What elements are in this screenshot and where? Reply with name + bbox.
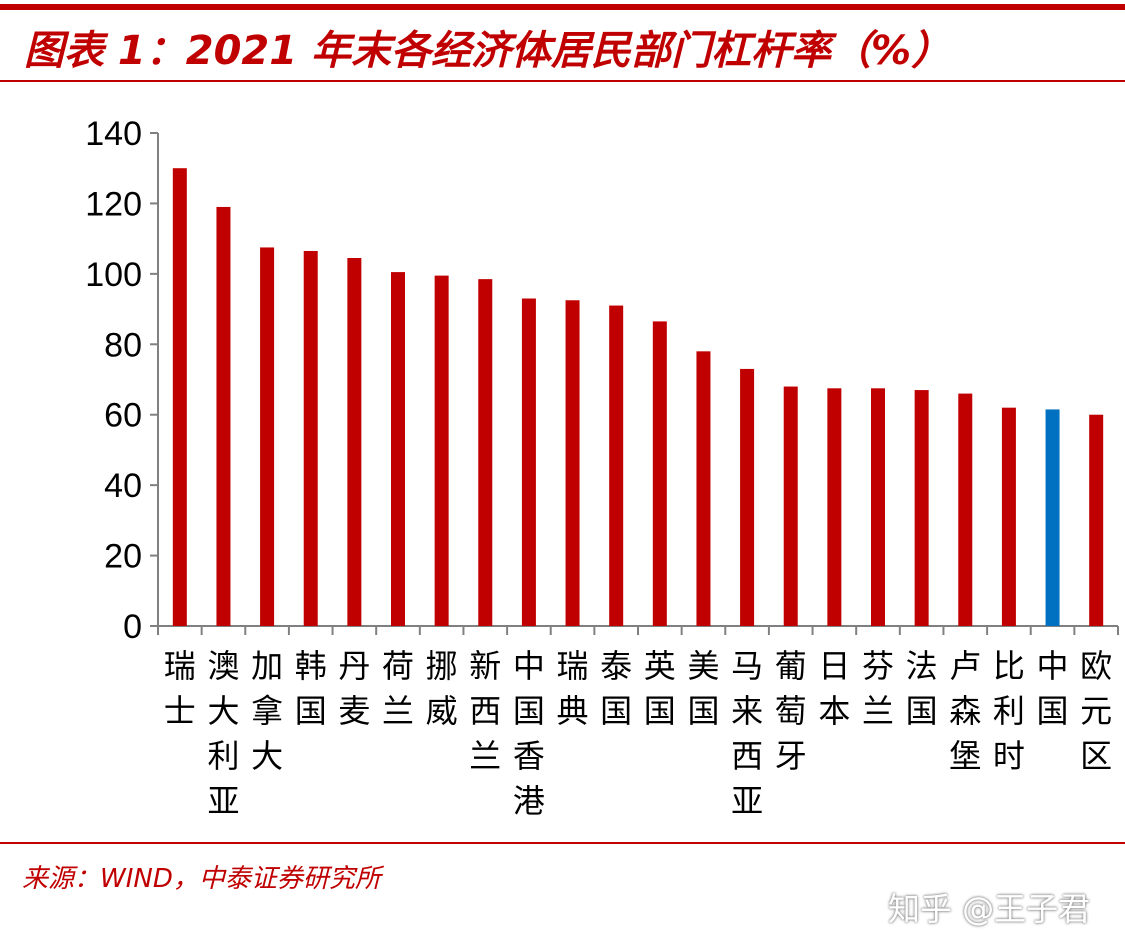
x-tick-label: 瑞士 bbox=[164, 647, 196, 730]
x-tick-label: 葡萄牙 bbox=[775, 647, 807, 775]
y-tick-label: 80 bbox=[104, 326, 142, 364]
x-tick-label: 中国香港 bbox=[513, 647, 545, 820]
bar bbox=[740, 368, 755, 626]
bar bbox=[260, 247, 275, 627]
y-tick-label: 0 bbox=[123, 608, 142, 646]
x-tick-label: 瑞典 bbox=[557, 647, 589, 730]
y-tick-label: 120 bbox=[85, 185, 142, 223]
bar bbox=[609, 305, 624, 626]
bar bbox=[914, 390, 929, 626]
y-tick-label: 40 bbox=[104, 467, 142, 505]
bar bbox=[652, 321, 667, 626]
x-tick-label: 丹麦 bbox=[338, 647, 370, 730]
x-tick-label: 芬兰 bbox=[862, 647, 894, 730]
x-tick-label: 挪威 bbox=[426, 647, 458, 730]
x-tick-label: 比利时 bbox=[993, 647, 1025, 775]
bar bbox=[303, 250, 318, 627]
chart-title: 图表 1：2021 年末各经济体居民部门杠杆率（%） bbox=[24, 28, 952, 74]
x-tick-label: 加拿大 bbox=[251, 647, 283, 775]
x-tick-label: 法国 bbox=[906, 647, 938, 730]
bar bbox=[696, 351, 711, 626]
x-tick-label: 日本 bbox=[818, 647, 850, 730]
bar bbox=[1045, 409, 1060, 626]
bar bbox=[391, 272, 405, 626]
bar bbox=[565, 300, 580, 626]
x-tick-label: 荷兰 bbox=[382, 647, 414, 730]
bar bbox=[478, 279, 493, 626]
x-tick-label: 欧元区 bbox=[1080, 647, 1112, 775]
bar bbox=[434, 275, 449, 626]
bar bbox=[1089, 414, 1104, 626]
x-tick-label: 澳大利亚 bbox=[207, 647, 239, 820]
title-rule bbox=[0, 80, 1125, 82]
x-tick-label: 英国 bbox=[644, 647, 676, 730]
bar-chart: 020406080100120140瑞士澳大利亚加拿大韩国丹麦荷兰挪威新西兰中国… bbox=[85, 115, 1119, 820]
top-rule bbox=[0, 4, 1125, 10]
y-tick-label: 100 bbox=[85, 256, 142, 294]
x-tick-label: 新西兰 bbox=[469, 647, 501, 775]
source-note: 来源：WIND，中泰证券研究所 bbox=[22, 864, 381, 894]
x-tick-label: 美国 bbox=[687, 647, 719, 730]
bar bbox=[216, 206, 231, 626]
y-tick-label: 140 bbox=[85, 115, 142, 153]
bar bbox=[871, 388, 885, 626]
x-tick-label: 泰国 bbox=[600, 647, 632, 730]
watermark: 知乎 @王子君 bbox=[888, 890, 1091, 928]
bar bbox=[347, 258, 362, 626]
x-tick-label: 中国 bbox=[1037, 647, 1069, 730]
bar bbox=[783, 386, 798, 626]
bar bbox=[521, 298, 536, 626]
bar bbox=[172, 168, 187, 626]
x-tick-label: 马来西亚 bbox=[731, 647, 763, 820]
bar bbox=[1001, 407, 1016, 626]
x-tick-label: 卢森堡 bbox=[949, 647, 981, 775]
bar bbox=[958, 393, 973, 626]
y-tick-label: 60 bbox=[104, 397, 142, 435]
y-tick-label: 20 bbox=[104, 538, 142, 576]
footer-rule bbox=[0, 842, 1125, 844]
bar bbox=[827, 388, 842, 626]
x-tick-label: 韩国 bbox=[295, 647, 327, 730]
